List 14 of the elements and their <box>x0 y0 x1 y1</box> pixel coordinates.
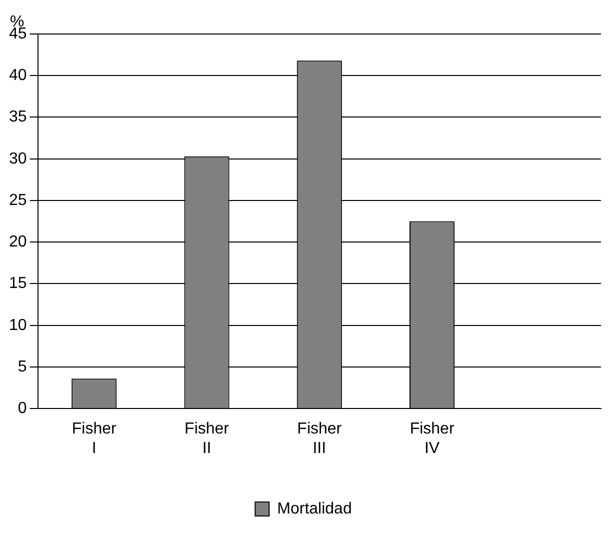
x-tick-label: Fisher I <box>72 420 118 457</box>
x-tick-label: Fisher IV <box>410 420 455 457</box>
x-tick-label: Fisher II <box>184 420 230 457</box>
y-tick-label: 20 <box>9 234 27 251</box>
y-tick-label: 40 <box>9 67 27 84</box>
y-tick-label: 15 <box>9 275 27 292</box>
y-tick-label: 5 <box>18 358 27 376</box>
y-tick-label: 0 <box>18 400 27 418</box>
legend-label: Mortalidad <box>277 500 352 518</box>
y-tick-label: 35 <box>9 108 27 126</box>
y-tick-label: 10 <box>9 316 27 334</box>
y-tick-label: 30 <box>9 150 27 168</box>
x-tick-label: Fisher III <box>297 420 342 457</box>
y-tick-label: 25 <box>9 192 27 209</box>
